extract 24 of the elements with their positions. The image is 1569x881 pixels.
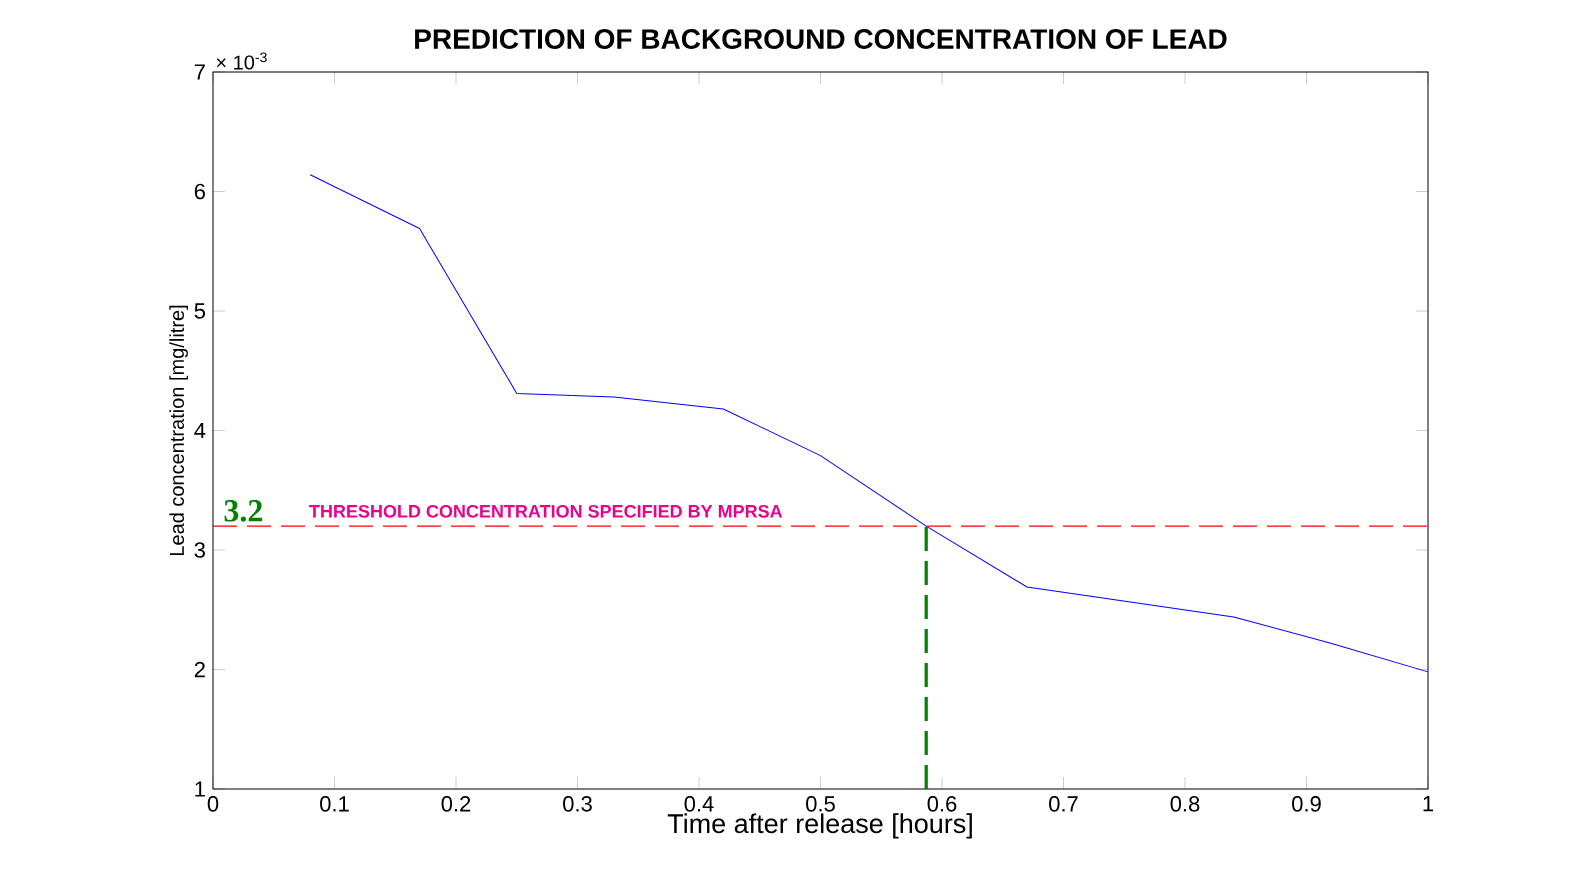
y-tick-label: 2 [194,661,205,678]
x-tick-label: 0.3 [563,796,592,812]
x-tick-label: 0.5 [806,796,835,812]
x-axis-title: Time after release [hours] [667,813,972,839]
annotation: 3.2 [224,500,262,522]
ref-line-label: THRESHOLD CONCENTRATION SPECIFIED BY MPRSA [309,504,783,518]
y-tick-label: 7 [194,64,205,80]
chart-title: PREDICTION OF BACKGROUND CONCENTRATION OF LEAD [415,29,1227,49]
text: × 10$^{-3}$ [216,52,267,70]
y-axis-title: Lead concentration [mg/litre] [169,305,188,556]
x-tick-label: 0.6 [927,796,957,812]
x-tick-label: 0.1 [320,796,349,812]
x-tick-label: 0.9 [1292,796,1321,812]
x-tick-label: 0 [207,796,219,812]
y-tick-label: 4 [194,422,206,439]
x-tick-label: 0.8 [1170,796,1200,812]
y-tick-label: 5 [194,303,205,319]
y-tick-label: 3 [194,542,205,558]
y-tick-label: 6 [194,183,205,200]
x-tick-label: 0.2 [441,796,471,812]
x-tick-label: 1 [1423,796,1434,812]
x-tick-label: 0.4 [684,796,714,812]
x-tick-label: 0.7 [1049,796,1078,812]
y-tick-label: 1 [195,781,205,797]
